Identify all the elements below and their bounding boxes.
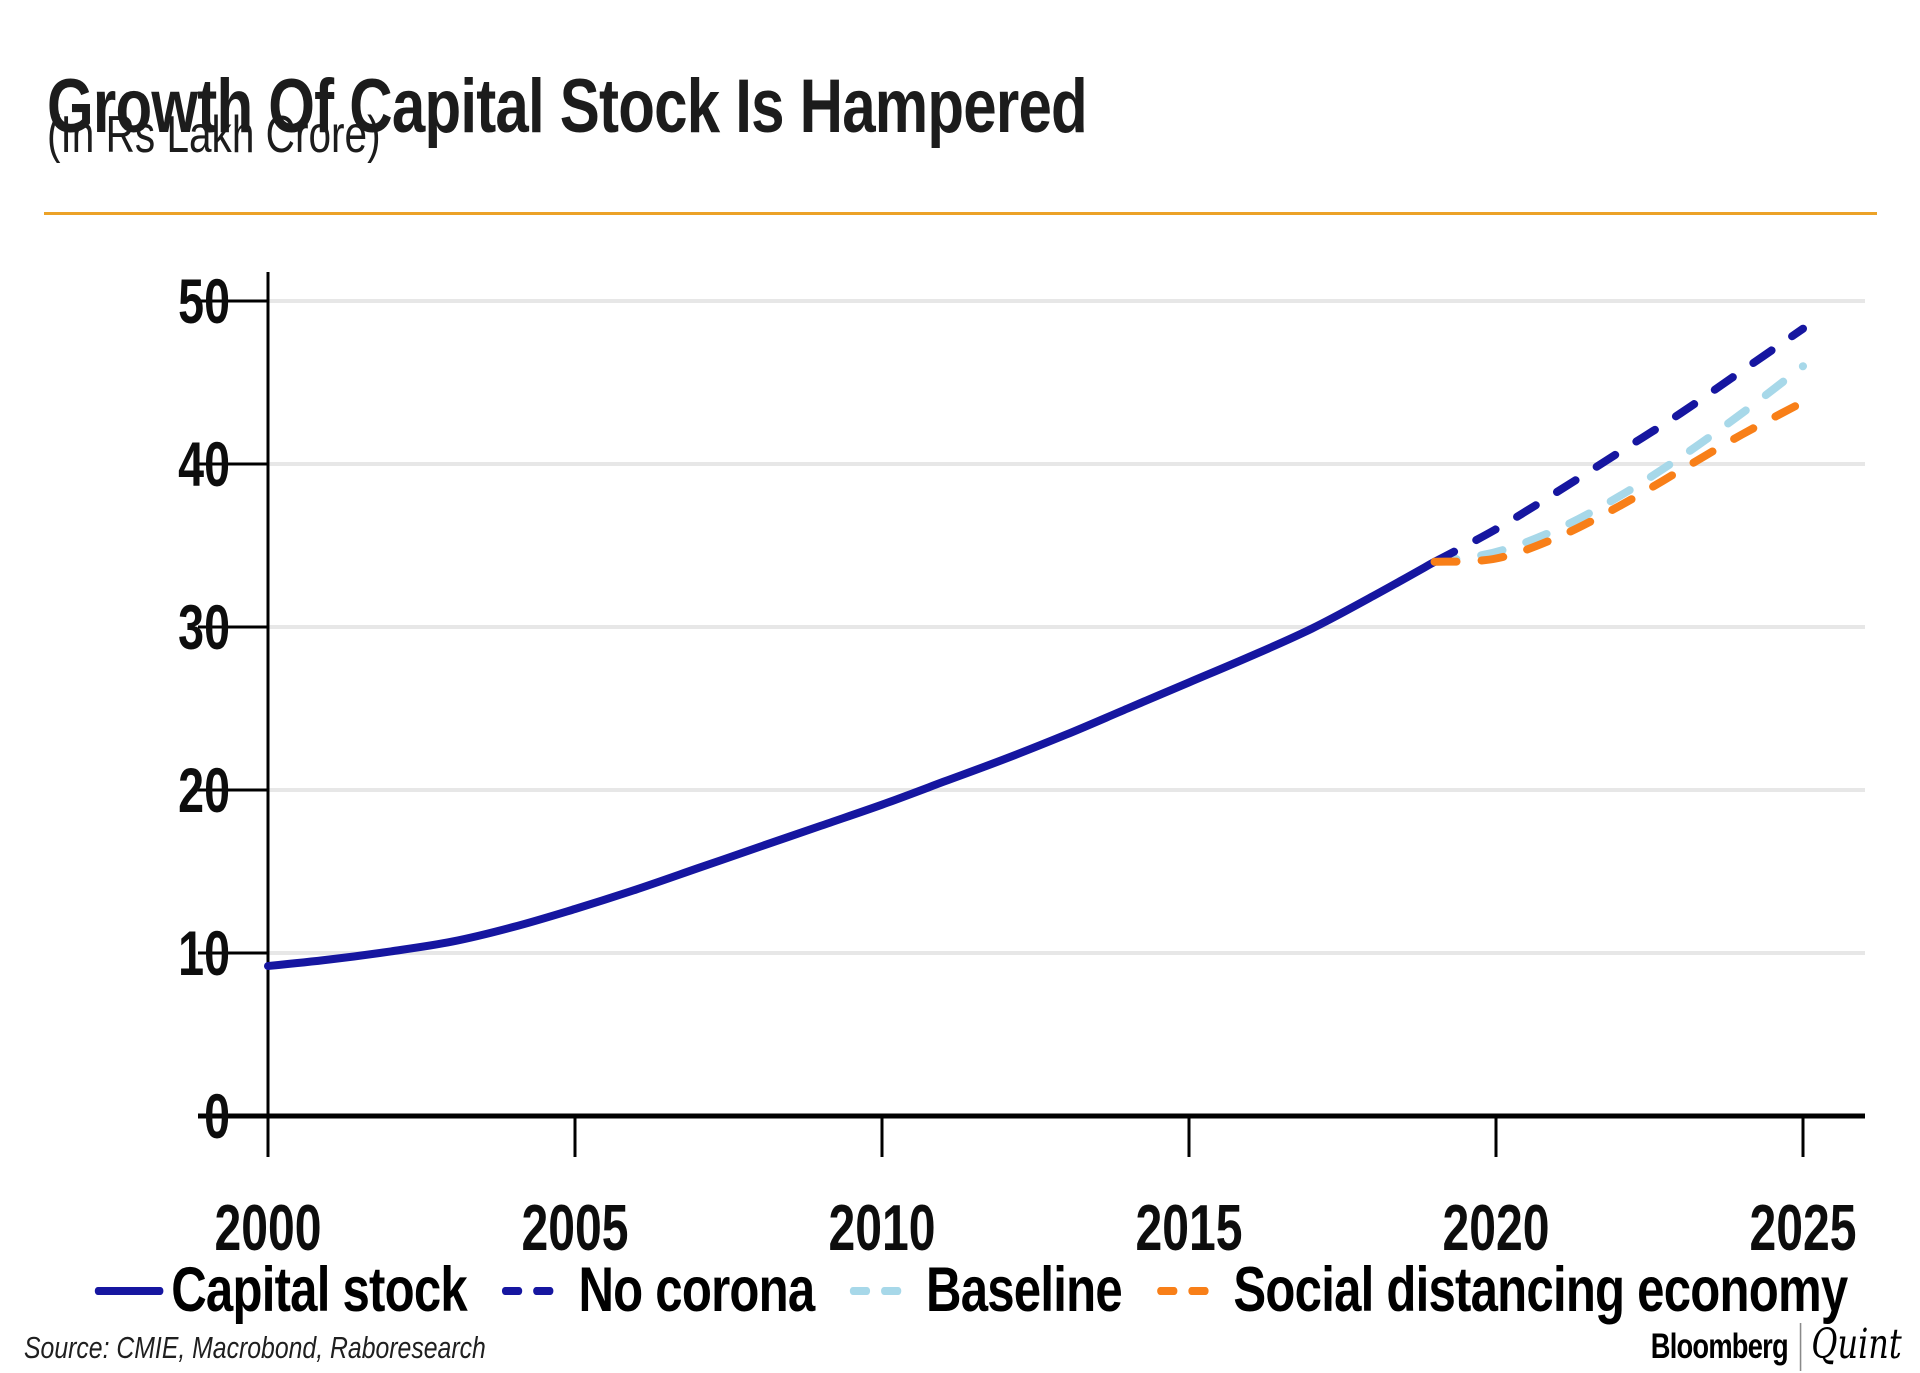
y-tick-label: 40 [178, 429, 230, 499]
x-tick-label: 2025 [1750, 1192, 1857, 1265]
svg-text:30: 30 [178, 592, 230, 662]
svg-text:2010: 2010 [829, 1192, 936, 1265]
bloomberg-wordmark: Bloomberg [1651, 1327, 1789, 1366]
logo-separator [1799, 1323, 1802, 1371]
svg-text:10: 10 [178, 918, 230, 988]
x-tick-label: 2020 [1443, 1192, 1550, 1265]
legend-label: Capital stock [171, 1255, 467, 1325]
svg-text:2005: 2005 [522, 1192, 629, 1265]
page-subtitle: (In Rs Lakh Crore) [47, 106, 381, 164]
legend-item-baseline: Baseline [849, 1255, 1123, 1325]
svg-text:2025: 2025 [1750, 1192, 1857, 1265]
svg-text:50: 50 [178, 266, 230, 336]
y-tick-label: 50 [178, 266, 230, 336]
quint-wordmark: Quint [1811, 1320, 1902, 1368]
legend-label: Social distancing economy [1233, 1255, 1848, 1325]
legend-label: Baseline [925, 1255, 1123, 1325]
y-tick-label: 0 [204, 1081, 230, 1151]
series-baseline [1430, 362, 1807, 566]
legend-item-social-distancing: Social distancing economy [1156, 1255, 1848, 1325]
svg-text:40: 40 [178, 429, 230, 499]
x-tick-label: 2010 [829, 1192, 936, 1265]
legend-label: No corona [578, 1255, 815, 1325]
legend-item-no-corona: No corona [501, 1255, 815, 1325]
capital-stock-line-swatch [94, 1286, 164, 1295]
svg-text:2015: 2015 [1136, 1192, 1243, 1265]
title-divider [44, 212, 1877, 215]
page-title: Growth Of Capital Stock Is Hampered [47, 63, 1088, 149]
y-tick-label: 10 [178, 918, 230, 988]
y-tick-label: 30 [178, 592, 230, 662]
social-distancing-line-swatch [1156, 1286, 1226, 1295]
x-tick-label: 2000 [215, 1192, 322, 1265]
x-tick-label: 2005 [522, 1192, 629, 1265]
series-social-distancing-economy [1430, 398, 1807, 566]
bloomberg-quint-logo: Bloomberg Quint [1651, 1320, 1902, 1373]
source-note: Source: CMIE, Macrobond, Raboresearch [24, 1330, 486, 1365]
x-tick-label: 2015 [1136, 1192, 1243, 1265]
svg-text:0: 0 [204, 1081, 230, 1151]
svg-text:2000: 2000 [215, 1192, 322, 1265]
svg-text:2020: 2020 [1443, 1192, 1550, 1265]
series-no-corona [1430, 324, 1807, 566]
svg-text:20: 20 [178, 755, 230, 825]
y-tick-label: 20 [178, 755, 230, 825]
baseline-line-swatch [849, 1286, 919, 1295]
chart-legend: Capital stock No corona Baseline Social … [94, 1255, 1848, 1325]
legend-item-capital-stock: Capital stock [94, 1255, 468, 1325]
no-corona-line-swatch [502, 1286, 571, 1295]
series-capital-stock [264, 557, 1439, 970]
